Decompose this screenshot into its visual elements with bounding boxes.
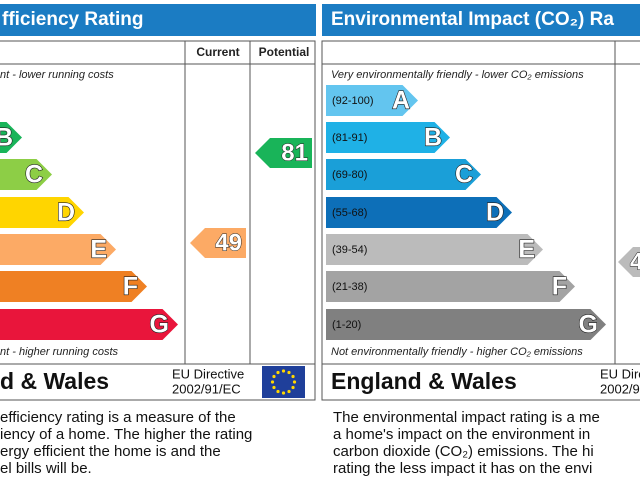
band: [326, 85, 418, 116]
description: ergy efficient the home is and the: [0, 443, 221, 460]
band-range: (92-100): [332, 95, 374, 107]
title: fficiency Rating: [2, 9, 143, 30]
band-letter: C: [25, 161, 43, 189]
band: [326, 159, 481, 190]
title: Environmental Impact (CO₂) Ra: [331, 9, 614, 30]
band-range: (55-68): [332, 207, 367, 219]
region: d & Wales: [0, 368, 109, 394]
star: [287, 389, 291, 394]
description: a home's impact on the environment in: [333, 426, 590, 443]
band-letter: E: [90, 236, 107, 264]
band-letter: D: [57, 199, 75, 227]
band: [326, 271, 575, 302]
band-letter: B: [424, 124, 442, 152]
band: [0, 271, 147, 302]
panel-frame: [0, 40, 316, 401]
current-arrow: [618, 247, 640, 277]
current-rating: 4: [630, 248, 640, 275]
band-range: (21-38): [332, 281, 367, 293]
panel-frame: [321, 40, 640, 401]
star: [291, 385, 295, 390]
directive: 2002/9: [600, 381, 640, 396]
description: el bills will be.: [0, 460, 92, 477]
band-letter: G: [150, 311, 169, 339]
band-letter: D: [486, 199, 504, 227]
band-range: (39-54): [332, 244, 367, 256]
description: rating the less impact it has on the env…: [333, 460, 592, 477]
directive: EU Directive: [172, 366, 244, 381]
current-rating: 49: [215, 229, 242, 256]
band: [0, 197, 84, 228]
header-bar: [322, 4, 640, 36]
current-arrow: [190, 228, 246, 258]
potential-arrow: [255, 138, 312, 168]
band-range: (1-20): [332, 319, 361, 331]
band-range: (81-91): [332, 132, 367, 144]
description: The environmental impact rating is a me: [333, 409, 600, 426]
column-header: Potential: [259, 45, 310, 59]
band: [0, 159, 52, 190]
band: [0, 122, 22, 153]
potential-rating: 81: [281, 139, 308, 166]
bottom-note: nt - higher running costs: [0, 346, 119, 358]
header-bar: [0, 4, 316, 36]
band-letter: C: [455, 161, 473, 189]
band-letter: F: [123, 273, 138, 301]
directive: EU Dire: [600, 366, 640, 381]
top-note: Very environmentally friendly - lower CO…: [331, 69, 584, 81]
star: [270, 380, 275, 384]
bottom-note: Not environmentally friendly - higher CO…: [331, 346, 583, 358]
band-range: (69-80): [332, 169, 367, 181]
band-letter: F: [552, 273, 567, 301]
star: [292, 380, 297, 384]
star: [276, 389, 280, 394]
star: [272, 385, 276, 390]
band: [0, 234, 116, 265]
band: [326, 197, 512, 228]
column-header: Current: [196, 45, 239, 59]
band: [326, 309, 606, 340]
description: iency of a home. The higher the rating: [0, 426, 252, 443]
directive: 2002/91/EC: [172, 381, 241, 396]
band: [0, 309, 178, 340]
band-letter: G: [579, 311, 598, 339]
star: [281, 369, 286, 373]
region: England & Wales: [331, 368, 517, 394]
band-letter: A: [392, 87, 410, 115]
star: [287, 370, 291, 375]
band-letter: B: [0, 124, 13, 152]
eu-flag: [262, 366, 305, 398]
top-note: nt - lower running costs: [0, 69, 114, 81]
description: efficiency rating is a measure of the: [0, 409, 236, 426]
band: [326, 234, 543, 265]
star: [281, 391, 286, 395]
band: [326, 122, 450, 153]
star: [276, 370, 280, 375]
star: [272, 374, 276, 379]
band-letter: E: [518, 236, 535, 264]
description: carbon dioxide (CO₂) emissions. The hi: [333, 443, 594, 460]
star: [291, 374, 295, 379]
